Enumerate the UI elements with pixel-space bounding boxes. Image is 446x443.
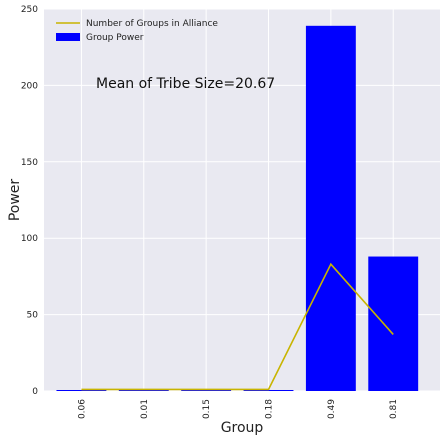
y-tick-label: 50 (27, 311, 39, 321)
y-axis-label: Power (7, 179, 23, 222)
line-number-of-groups (81, 262, 394, 391)
x-tick-label: 0.49 (327, 399, 337, 419)
bars (56, 25, 419, 391)
y-tick-label: 0 (32, 387, 38, 397)
bar-group-power (368, 256, 419, 391)
bar-group-power (243, 390, 294, 391)
bar-group-power (181, 390, 232, 391)
line-series (81, 262, 394, 391)
x-tick-label: 0.15 (202, 399, 212, 419)
legend-bar-swatch (56, 33, 80, 41)
y-tick-labels: 0 50 100 150 200 250 (21, 5, 38, 397)
x-tick-labels: 0.06 0.01 0.15 0.18 0.49 0.81 (77, 399, 399, 419)
y-tick-label: 200 (21, 81, 38, 91)
legend: Number of Groups in Alliance Group Power (56, 19, 218, 43)
y-tick-label: 150 (21, 158, 38, 168)
bar-group-power (56, 390, 107, 391)
x-tick-label: 0.06 (77, 399, 87, 419)
x-tick-label: 0.18 (265, 399, 275, 419)
x-tick-label: 0.01 (140, 399, 150, 419)
x-axis-label: Group (221, 420, 264, 436)
annotation-text: Mean of Tribe Size=20.67 (96, 76, 275, 92)
bar-group-power (305, 25, 356, 391)
y-tick-label: 100 (21, 234, 38, 244)
legend-label-bar: Group Power (86, 33, 144, 43)
legend-label-line: Number of Groups in Alliance (86, 19, 218, 29)
x-tick-label: 0.81 (389, 399, 399, 419)
bar-group-power (118, 390, 169, 391)
y-tick-label: 250 (21, 5, 38, 15)
